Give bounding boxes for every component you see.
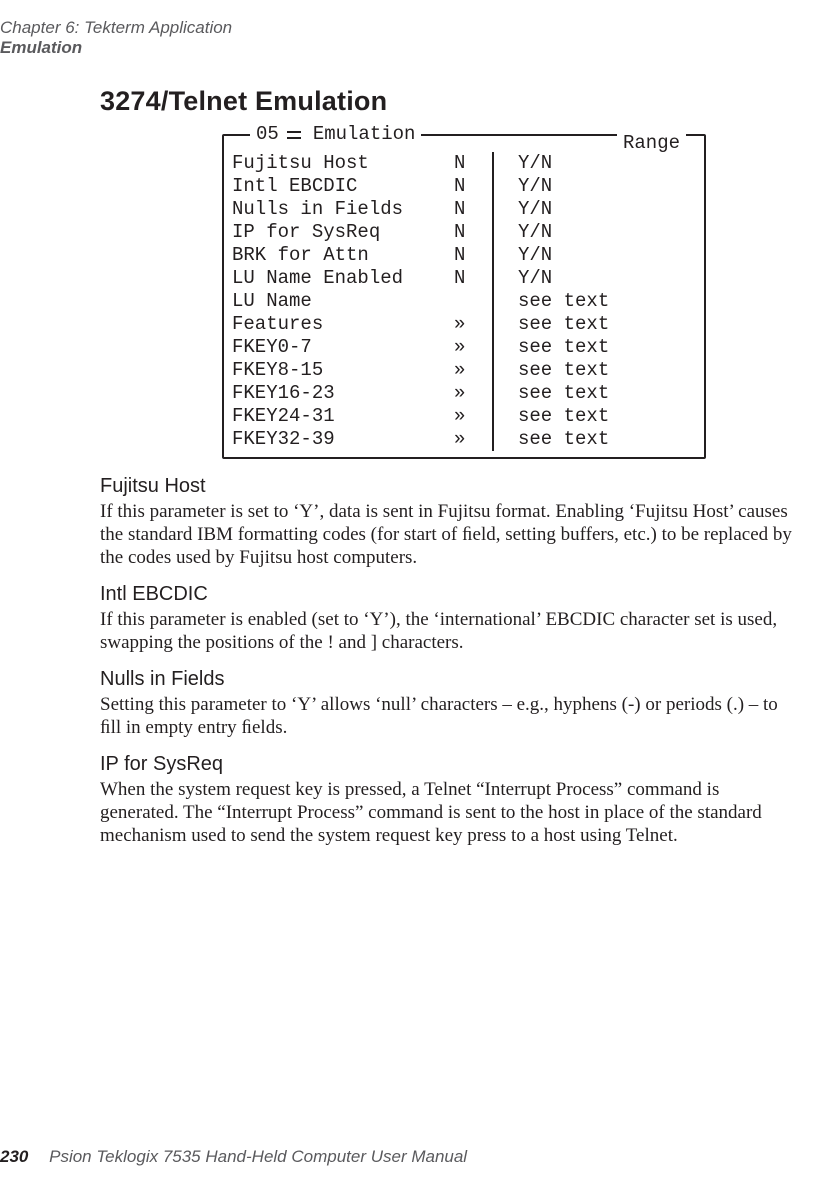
- table-row: Intl EBCDICN Y/N: [232, 175, 696, 198]
- table-row: Features» see text: [232, 313, 696, 336]
- table-row: Fujitsu HostN Y/N: [232, 152, 696, 175]
- page-footer: 230 Psion Teklogix 7535 Hand-Held Comput…: [0, 1147, 467, 1167]
- legend-word: Emulation: [313, 123, 416, 146]
- running-head: Chapter 6: Tekterm Application Emulation: [0, 18, 232, 58]
- section-title: 3274/Telnet Emulation: [100, 86, 800, 117]
- param-range: Y/N: [508, 267, 696, 290]
- param-name: Nulls in Fields: [232, 198, 454, 221]
- param-range: see text: [508, 359, 696, 382]
- subsection-body: If this parameter is set to ‘Y’, data is…: [100, 500, 800, 569]
- terminal-frame: 05 Emulation Range Fujitsu HostNY/N Intl…: [222, 123, 706, 459]
- subsection-body: When the system request key is pressed, …: [100, 778, 800, 847]
- table-row: FKEY24-31» see text: [232, 405, 696, 428]
- param-value: N: [454, 244, 484, 267]
- subsection-body: If this parameter is enabled (set to ‘Y’…: [100, 608, 800, 654]
- column-divider: [492, 405, 508, 428]
- table-row: IP for SysReqN Y/N: [232, 221, 696, 244]
- param-range: see text: [508, 290, 696, 313]
- param-value: »: [454, 313, 484, 336]
- table-row: FKEY16-23» see text: [232, 382, 696, 405]
- param-value: »: [454, 428, 484, 451]
- terminal-rows: Fujitsu HostNY/N Intl EBCDICNY/N Nulls i…: [232, 150, 696, 451]
- param-name: FKEY0-7: [232, 336, 454, 359]
- chapter-line: Chapter 6: Tekterm Application: [0, 18, 232, 38]
- column-divider: [492, 198, 508, 221]
- range-label: Range: [617, 132, 686, 155]
- param-range: see text: [508, 313, 696, 336]
- page: Chapter 6: Tekterm Application Emulation…: [0, 0, 827, 1197]
- param-range: Y/N: [508, 152, 696, 175]
- param-value: N: [454, 267, 484, 290]
- column-divider: [492, 428, 508, 451]
- param-name: BRK for Attn: [232, 244, 454, 267]
- table-row: FKEY32-39» see text: [232, 428, 696, 451]
- param-range: see text: [508, 336, 696, 359]
- param-value: N: [454, 175, 484, 198]
- subsection-head: Fujitsu Host: [100, 475, 800, 498]
- param-name: FKEY8-15: [232, 359, 454, 382]
- param-value: »: [454, 359, 484, 382]
- subsection-head: IP for SysReq: [100, 753, 800, 776]
- subsection-body: Setting this parameter to ‘Y’ allows ‘nu…: [100, 693, 800, 739]
- param-range: see text: [508, 382, 696, 405]
- column-divider: [492, 267, 508, 290]
- terminal-legend: 05 Emulation: [250, 123, 421, 146]
- subsection-head: Nulls in Fields: [100, 668, 800, 691]
- param-value: »: [454, 336, 484, 359]
- param-value: N: [454, 221, 484, 244]
- column-divider: [492, 175, 508, 198]
- param-name: LU Name: [232, 290, 454, 313]
- page-number: 230: [0, 1147, 28, 1166]
- legend-number: 05: [256, 123, 279, 146]
- param-name: Fujitsu Host: [232, 152, 454, 175]
- param-name: FKEY32-39: [232, 428, 454, 451]
- menu-bars-icon: [287, 128, 301, 142]
- subsection-head: Intl EBCDIC: [100, 583, 800, 606]
- content-area: 3274/Telnet Emulation 05 Emulation Range…: [100, 86, 800, 851]
- param-range: Y/N: [508, 175, 696, 198]
- table-row: LU Name see text: [232, 290, 696, 313]
- param-range: Y/N: [508, 244, 696, 267]
- param-range: Y/N: [508, 198, 696, 221]
- table-row: LU Name EnabledN Y/N: [232, 267, 696, 290]
- column-divider: [492, 382, 508, 405]
- column-divider: [492, 244, 508, 267]
- param-name: Features: [232, 313, 454, 336]
- column-divider: [492, 152, 508, 175]
- column-divider: [492, 290, 508, 313]
- param-range: Y/N: [508, 221, 696, 244]
- param-value: »: [454, 405, 484, 428]
- table-row: FKEY8-15» see text: [232, 359, 696, 382]
- param-range: see text: [508, 405, 696, 428]
- param-value: N: [454, 152, 484, 175]
- param-name: LU Name Enabled: [232, 267, 454, 290]
- column-divider: [492, 336, 508, 359]
- param-name: FKEY24-31: [232, 405, 454, 428]
- section-line: Emulation: [0, 38, 232, 58]
- terminal-figure: 05 Emulation Range Fujitsu HostNY/N Intl…: [220, 123, 708, 459]
- table-row: FKEY0-7» see text: [232, 336, 696, 359]
- column-divider: [492, 359, 508, 382]
- table-row: Nulls in FieldsN Y/N: [232, 198, 696, 221]
- param-name: Intl EBCDIC: [232, 175, 454, 198]
- param-value: »: [454, 382, 484, 405]
- column-divider: [492, 221, 508, 244]
- param-value: N: [454, 198, 484, 221]
- param-range: see text: [508, 428, 696, 451]
- param-name: FKEY16-23: [232, 382, 454, 405]
- column-divider: [492, 313, 508, 336]
- manual-title: Psion Teklogix 7535 Hand-Held Computer U…: [49, 1147, 467, 1166]
- table-row: BRK for AttnN Y/N: [232, 244, 696, 267]
- param-name: IP for SysReq: [232, 221, 454, 244]
